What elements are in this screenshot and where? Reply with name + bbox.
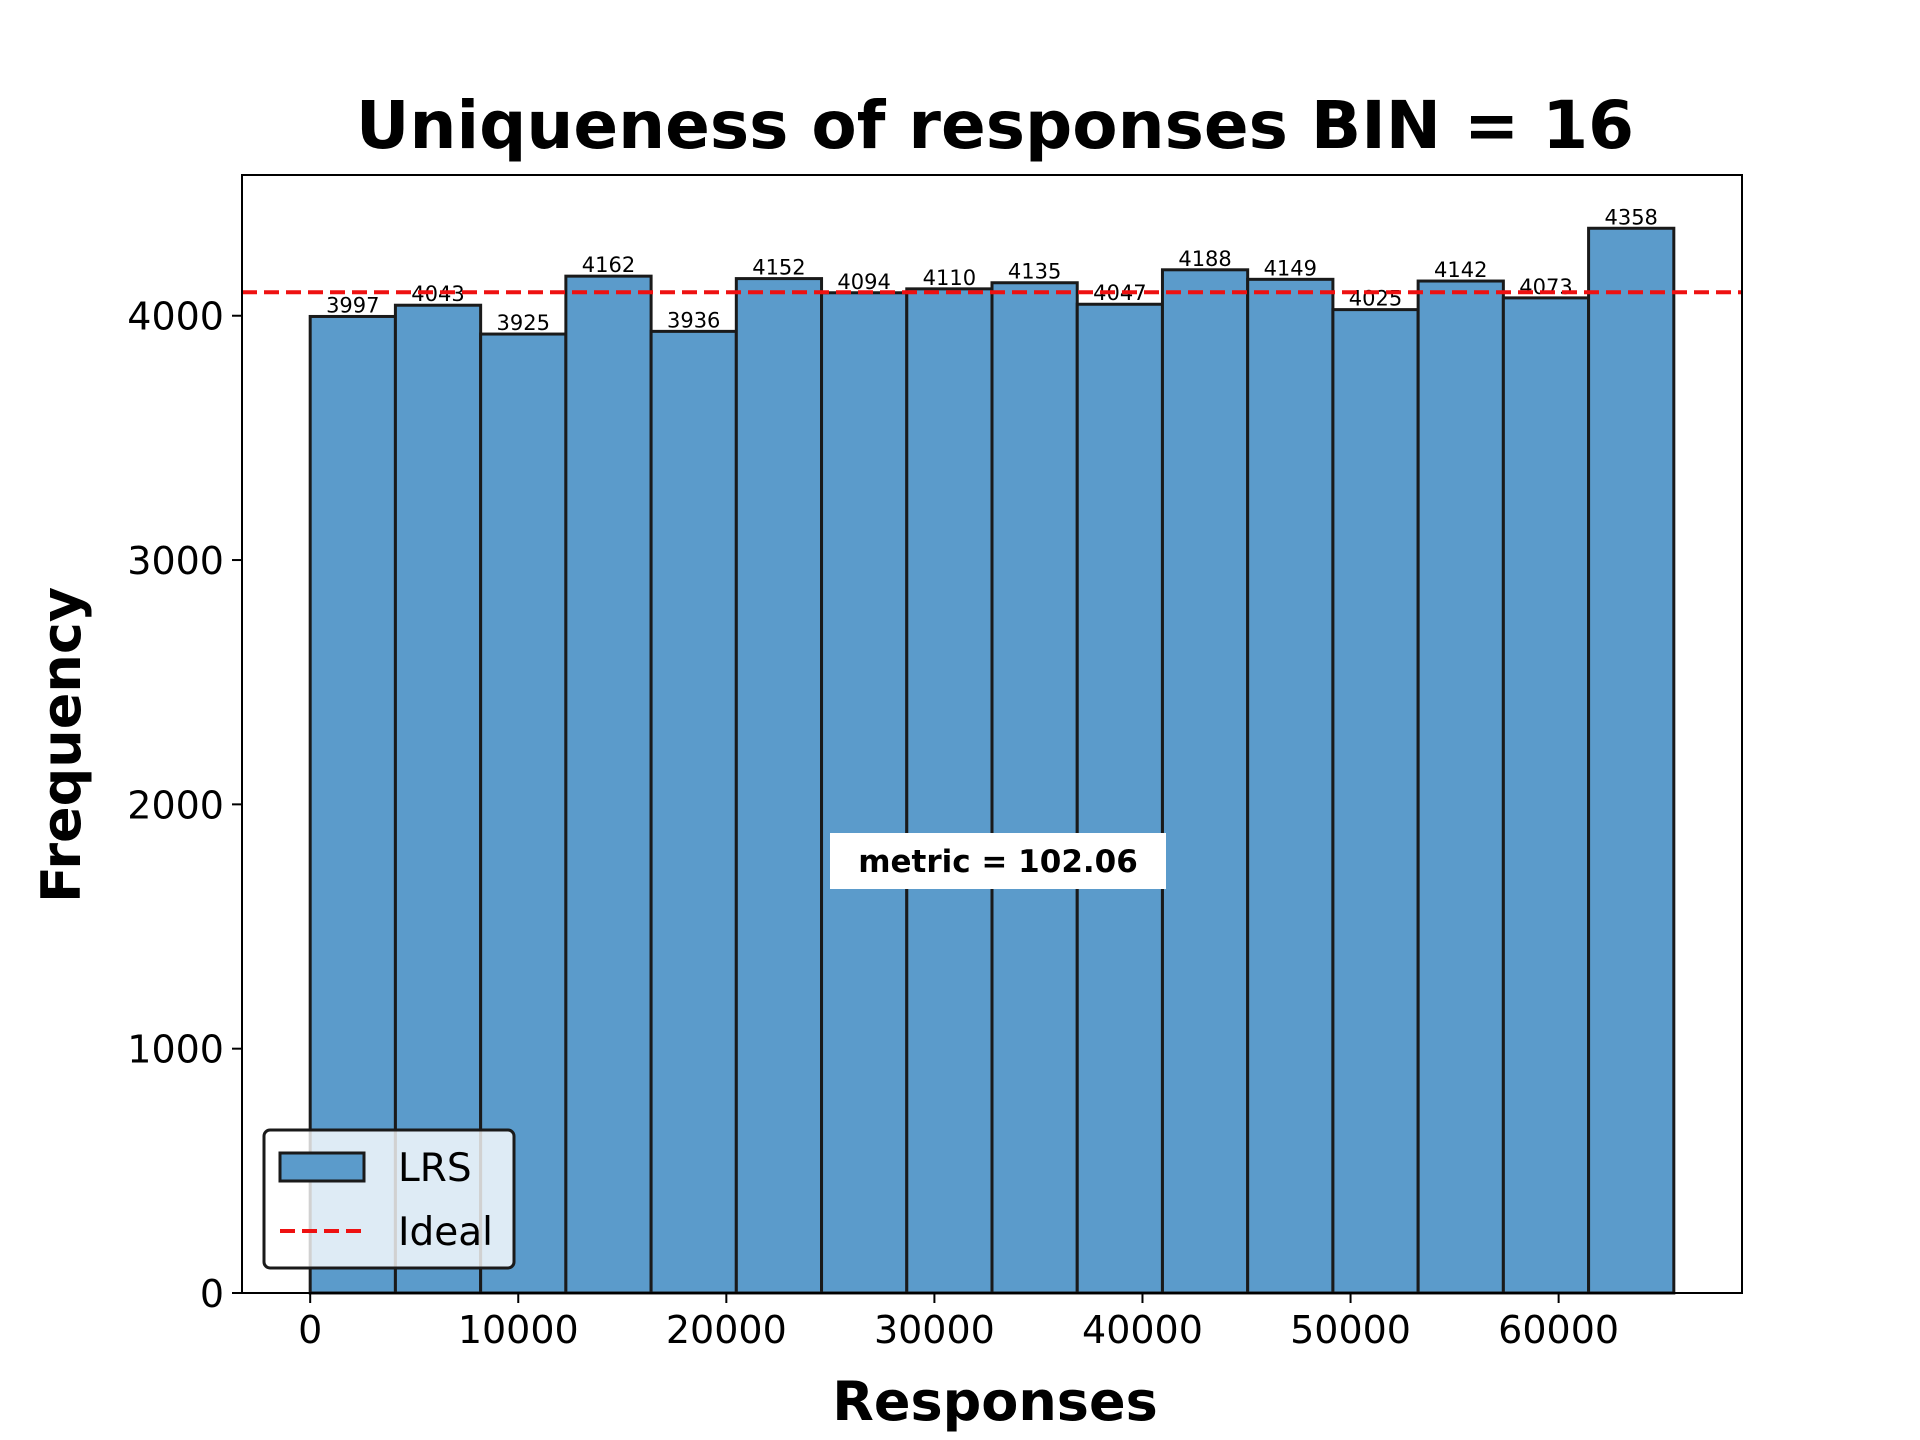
histogram-bar bbox=[564, 274, 653, 1295]
legend-label-lrs: LRS bbox=[398, 1146, 472, 1191]
x-tick-label: 30000 bbox=[874, 1308, 995, 1352]
y-axis-label: Frequency bbox=[30, 587, 93, 903]
legend: LRS Ideal bbox=[262, 1128, 516, 1270]
histogram-bar bbox=[734, 277, 824, 1295]
bar-value-label: 4358 bbox=[1604, 205, 1657, 229]
y-tick-label: 2000 bbox=[127, 783, 224, 827]
x-tick-label: 50000 bbox=[1290, 1308, 1411, 1352]
bar-value-label: 4073 bbox=[1519, 275, 1572, 299]
y-tick-label: 1000 bbox=[127, 1028, 224, 1072]
histogram-bar bbox=[820, 291, 909, 1295]
bar-value-label: 3997 bbox=[326, 293, 379, 317]
x-tick-label: 10000 bbox=[458, 1308, 579, 1352]
bar-value-label: 4025 bbox=[1349, 287, 1402, 311]
histogram-bar bbox=[1501, 296, 1591, 1295]
metric-box bbox=[830, 833, 1166, 889]
histogram-bar bbox=[1331, 308, 1420, 1295]
x-tick-label: 20000 bbox=[666, 1308, 787, 1352]
x-tick-label: 0 bbox=[298, 1308, 322, 1352]
plot-frame bbox=[241, 174, 1743, 1294]
histogram-bar bbox=[1075, 302, 1164, 1295]
histogram-bar bbox=[1246, 277, 1335, 1295]
y-tick-label: 4000 bbox=[127, 295, 224, 339]
bar-value-label: 4188 bbox=[1178, 247, 1231, 271]
axes-group: 0 10000 20000 30000 40000 50000 60000 0 1000 2000… bbox=[127, 174, 1743, 1352]
histogram-bar bbox=[1160, 268, 1250, 1295]
legend-swatch-lrs bbox=[278, 1151, 366, 1183]
x-tick-label: 60000 bbox=[1498, 1308, 1619, 1352]
histogram-bar bbox=[1587, 226, 1676, 1295]
bar-value-label: 4094 bbox=[837, 270, 890, 294]
bar-value-label: 4110 bbox=[923, 266, 976, 290]
bar-value-label: 4142 bbox=[1434, 258, 1487, 282]
metric-annotation: metric = 102.06 bbox=[830, 833, 1166, 889]
x-axis-label: Responses bbox=[832, 1370, 1157, 1433]
bar-value-label: 4135 bbox=[1008, 260, 1061, 284]
bar-value-label: 4152 bbox=[752, 256, 805, 280]
y-tick-label: 0 bbox=[200, 1272, 224, 1316]
y-tick-label: 3000 bbox=[127, 539, 224, 583]
chart-title: Uniqueness of responses BIN = 16 bbox=[356, 87, 1634, 164]
histogram-bar bbox=[905, 287, 994, 1295]
histogram-bar bbox=[393, 303, 483, 1295]
bar-value-label: 4162 bbox=[582, 253, 635, 277]
histogram-bar bbox=[649, 329, 738, 1295]
bar-value-label: 4149 bbox=[1264, 256, 1317, 280]
bars-group bbox=[308, 226, 1676, 1295]
legend-label-ideal: Ideal bbox=[398, 1210, 493, 1255]
bar-value-label: 3936 bbox=[667, 308, 720, 332]
histogram-bar bbox=[1416, 279, 1505, 1295]
metric-text: metric = 102.06 bbox=[858, 844, 1138, 880]
histogram-bar bbox=[990, 281, 1079, 1295]
bar-value-label: 3925 bbox=[497, 311, 550, 335]
x-tick-label: 40000 bbox=[1082, 1308, 1203, 1352]
